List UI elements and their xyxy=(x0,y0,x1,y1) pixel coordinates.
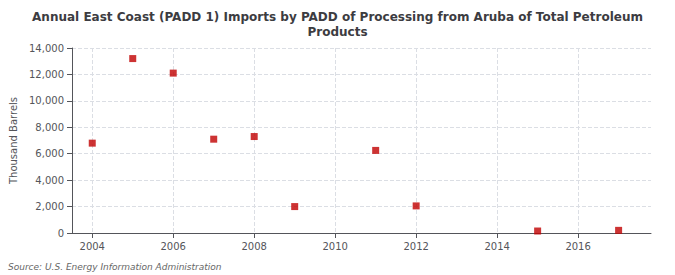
svg-text:10,000: 10,000 xyxy=(29,95,64,106)
svg-text:Source: U.S. Energy Informatio: Source: U.S. Energy Information Administ… xyxy=(8,262,222,272)
svg-text:2012: 2012 xyxy=(403,241,428,252)
svg-text:2,000: 2,000 xyxy=(35,201,64,212)
svg-text:2006: 2006 xyxy=(160,241,185,252)
svg-text:Products: Products xyxy=(307,25,367,39)
svg-text:14,000: 14,000 xyxy=(29,43,64,54)
svg-text:4,000: 4,000 xyxy=(35,175,64,186)
svg-text:2004: 2004 xyxy=(80,241,105,252)
svg-text:2014: 2014 xyxy=(484,241,509,252)
svg-text:2016: 2016 xyxy=(565,241,590,252)
svg-text:6,000: 6,000 xyxy=(35,148,64,159)
svg-text:12,000: 12,000 xyxy=(29,69,64,80)
svg-text:0: 0 xyxy=(58,228,64,239)
svg-text:8,000: 8,000 xyxy=(35,122,64,133)
svg-text:2010: 2010 xyxy=(322,241,347,252)
svg-text:Annual East Coast (PADD 1) Imp: Annual East Coast (PADD 1) Imports by PA… xyxy=(32,10,643,24)
svg-text:2008: 2008 xyxy=(241,241,266,252)
svg-text:Thousand Barrels: Thousand Barrels xyxy=(8,97,19,185)
